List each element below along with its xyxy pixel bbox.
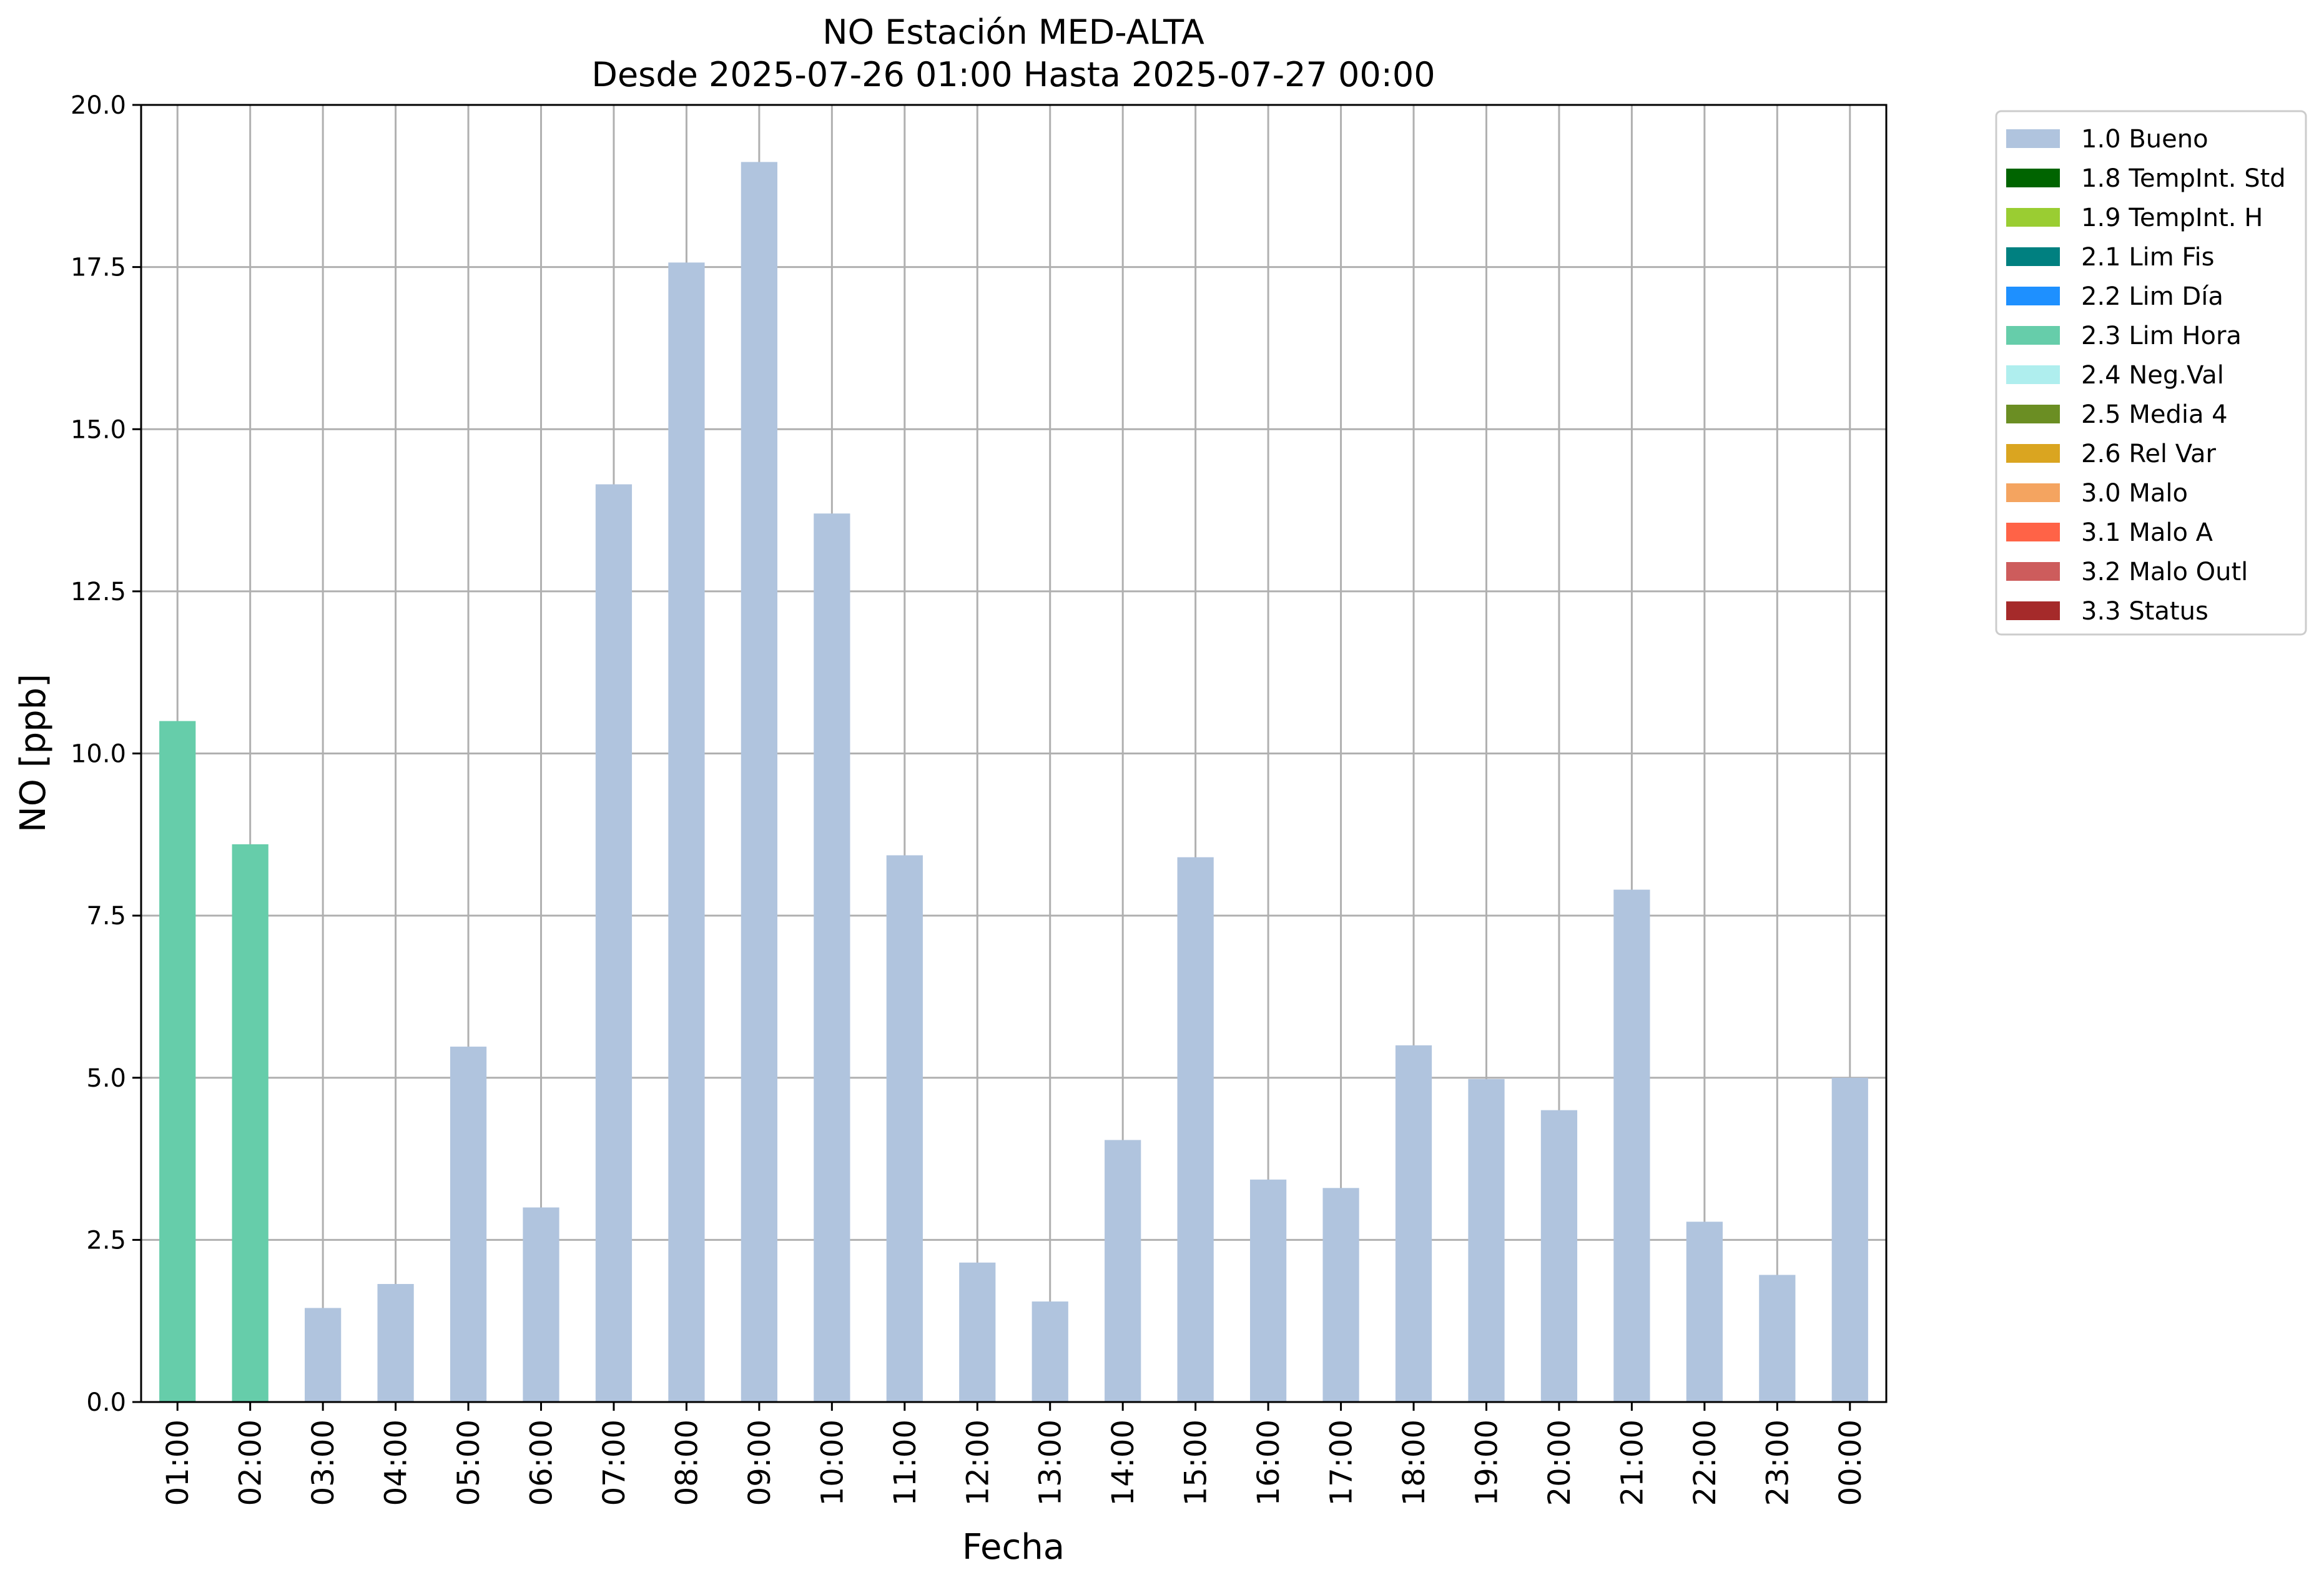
- y-axis: 0.0 2.5 5.0 7.5 10.0 12.5 15.0 17.5 20.0: [71, 91, 141, 1417]
- legend-swatch: [2006, 405, 2060, 423]
- legend-swatch: [2006, 562, 2060, 581]
- chart-title-line2: Desde 2025-07-26 01:00 Hasta 2025-07-27 …: [591, 55, 1435, 94]
- legend-label: 2.5 Media 4: [2081, 400, 2228, 429]
- legend-frame: [1995, 110, 2307, 636]
- legend-swatch: [2006, 483, 2060, 502]
- bar-14:00: [1105, 1140, 1141, 1402]
- legend-swatch: [2006, 326, 2060, 345]
- x-tick-label: 10:00: [815, 1420, 850, 1506]
- y-tick-label: 20.0: [71, 91, 126, 120]
- x-tick-label: 22:00: [1688, 1420, 1723, 1506]
- x-axis: 01:00 02:00 03:00 04:00 05:00 06:00 07:00 08:00…: [160, 1402, 1868, 1506]
- x-tick-label: 09:00: [742, 1420, 777, 1506]
- bar-23:00: [1759, 1275, 1796, 1402]
- x-tick-label: 14:00: [1106, 1420, 1141, 1506]
- x-axis-label: Fecha: [962, 1527, 1065, 1568]
- x-tick-label: 12:00: [960, 1420, 995, 1506]
- legend-label: 3.2 Malo Outl: [2081, 558, 2248, 586]
- bar-19:00: [1468, 1079, 1505, 1402]
- x-tick-label: 21:00: [1615, 1420, 1650, 1506]
- legend-label: 2.6 Rel Var: [2081, 440, 2217, 468]
- legend-items: 1.0 Bueno 1.8 TempInt. Std 1.9 TempInt. H 2…: [2006, 125, 2286, 626]
- bar-13:00: [1032, 1301, 1068, 1402]
- bar-11:00: [886, 855, 923, 1402]
- legend-swatch: [2006, 247, 2060, 266]
- bar-18:00: [1395, 1045, 1432, 1402]
- x-tick-label: 15:00: [1179, 1420, 1214, 1506]
- bar-17:00: [1322, 1188, 1359, 1402]
- y-tick-label: 7.5: [86, 902, 126, 931]
- bar-12:00: [959, 1262, 996, 1402]
- x-tick-label: 02:00: [234, 1420, 268, 1506]
- legend-label: 3.1 Malo A: [2081, 518, 2213, 547]
- bar-03:00: [305, 1308, 342, 1402]
- bar-10:00: [814, 513, 850, 1402]
- x-tick-label: 19:00: [1469, 1420, 1504, 1506]
- bar-07:00: [595, 484, 633, 1403]
- x-tick-label: 03:00: [306, 1420, 341, 1506]
- y-tick-label: 12.5: [71, 578, 126, 606]
- bar-00:00: [1831, 1077, 1868, 1402]
- bar-21:00: [1613, 889, 1650, 1402]
- legend-label: 3.3 Status: [2081, 597, 2208, 626]
- legend-swatch: [2006, 287, 2060, 305]
- y-tick-label: 2.5: [86, 1226, 126, 1255]
- legend-label: 1.0 Bueno: [2081, 125, 2208, 154]
- x-tick-label: 20:00: [1542, 1420, 1577, 1506]
- bar-02:00: [232, 844, 268, 1402]
- x-tick-label: 13:00: [1033, 1420, 1068, 1506]
- legend-label: 2.2 Lim Día: [2081, 282, 2223, 311]
- y-axis-label: NO [ppb]: [13, 674, 54, 832]
- legend-swatch: [2006, 601, 2060, 620]
- legend-swatch: [2006, 208, 2060, 227]
- x-tick-label: 00:00: [1833, 1420, 1868, 1506]
- bar-09:00: [741, 162, 778, 1403]
- x-tick-label: 04:00: [379, 1420, 414, 1506]
- x-tick-label: 01:00: [160, 1420, 195, 1506]
- y-tick-label: 10.0: [71, 740, 126, 769]
- bar-04:00: [377, 1283, 414, 1402]
- legend-label: 2.1 Lim Fis: [2081, 243, 2214, 272]
- bar-22:00: [1686, 1222, 1723, 1402]
- legend-label: 3.0 Malo: [2081, 479, 2188, 508]
- legend-swatch: [2006, 365, 2060, 384]
- legend-label: 2.3 Lim Hora: [2081, 322, 2242, 350]
- bars-layer: [159, 162, 1868, 1403]
- bar-15:00: [1177, 857, 1214, 1402]
- legend-label: 2.4 Neg.Val: [2081, 361, 2224, 390]
- chart-title-line1: NO Estación MED-ALTA: [822, 12, 1204, 52]
- bar-20:00: [1540, 1110, 1578, 1402]
- legend-swatch: [2006, 129, 2060, 148]
- legend-swatch: [2006, 169, 2060, 187]
- y-tick-label: 15.0: [71, 415, 126, 444]
- x-tick-label: 17:00: [1324, 1420, 1359, 1506]
- bar-08:00: [668, 262, 705, 1403]
- x-tick-label: 11:00: [888, 1420, 923, 1506]
- x-tick-label: 06:00: [524, 1420, 559, 1506]
- x-tick-label: 07:00: [597, 1420, 632, 1506]
- x-tick-label: 05:00: [451, 1420, 486, 1506]
- x-tick-label: 18:00: [1397, 1420, 1432, 1506]
- legend-label: 1.8 TempInt. Std: [2081, 164, 2286, 193]
- bar-06:00: [523, 1207, 559, 1402]
- legend-swatch: [2006, 523, 2060, 541]
- y-tick-label: 5.0: [86, 1064, 126, 1093]
- legend: 1.0 Bueno 1.8 TempInt. Std 1.9 TempInt. H 2…: [1995, 110, 2307, 636]
- legend-label: 1.9 TempInt. H: [2081, 204, 2263, 232]
- legend-swatch: [2006, 444, 2060, 463]
- y-tick-label: 0.0: [86, 1388, 126, 1417]
- bar-16:00: [1249, 1179, 1287, 1402]
- bar-05:00: [450, 1046, 487, 1402]
- x-tick-label: 23:00: [1760, 1420, 1795, 1506]
- y-tick-label: 17.5: [71, 254, 126, 282]
- x-tick-label: 08:00: [669, 1420, 704, 1506]
- x-tick-label: 16:00: [1251, 1420, 1286, 1506]
- bar-01:00: [159, 721, 196, 1402]
